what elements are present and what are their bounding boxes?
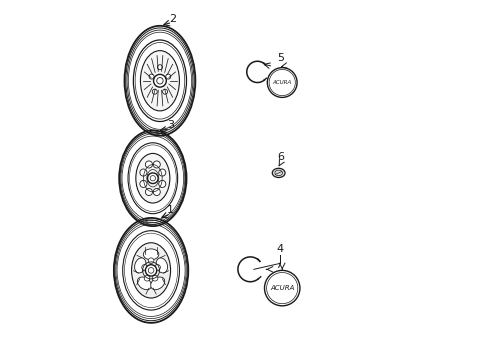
- Ellipse shape: [152, 89, 157, 94]
- Ellipse shape: [152, 275, 158, 281]
- Ellipse shape: [153, 75, 166, 87]
- Ellipse shape: [157, 65, 162, 70]
- Text: 4: 4: [277, 244, 284, 254]
- Ellipse shape: [159, 180, 166, 188]
- Ellipse shape: [141, 51, 179, 111]
- Text: 5: 5: [277, 53, 284, 63]
- Ellipse shape: [151, 277, 165, 290]
- Ellipse shape: [146, 265, 157, 276]
- Ellipse shape: [155, 265, 160, 270]
- Ellipse shape: [140, 169, 147, 176]
- Ellipse shape: [144, 249, 159, 260]
- Ellipse shape: [136, 153, 170, 203]
- Text: ACURA: ACURA: [272, 80, 292, 85]
- Text: 6: 6: [277, 152, 284, 162]
- Ellipse shape: [144, 275, 150, 281]
- Ellipse shape: [153, 161, 160, 168]
- Ellipse shape: [132, 243, 171, 298]
- Text: 2: 2: [169, 14, 176, 24]
- Ellipse shape: [265, 270, 300, 306]
- Text: 1: 1: [167, 205, 174, 215]
- Ellipse shape: [163, 89, 168, 94]
- Ellipse shape: [268, 68, 297, 98]
- Ellipse shape: [166, 74, 171, 79]
- Ellipse shape: [137, 277, 151, 290]
- Ellipse shape: [146, 188, 152, 195]
- Text: ACURA: ACURA: [270, 285, 294, 291]
- Ellipse shape: [135, 258, 146, 273]
- Ellipse shape: [149, 74, 154, 79]
- Ellipse shape: [140, 180, 147, 188]
- Ellipse shape: [272, 168, 285, 177]
- Ellipse shape: [153, 188, 160, 195]
- Ellipse shape: [156, 258, 168, 273]
- Ellipse shape: [148, 258, 154, 264]
- Ellipse shape: [147, 173, 158, 184]
- Ellipse shape: [159, 169, 166, 176]
- Ellipse shape: [142, 265, 147, 270]
- Text: 3: 3: [167, 120, 174, 130]
- Ellipse shape: [146, 161, 152, 168]
